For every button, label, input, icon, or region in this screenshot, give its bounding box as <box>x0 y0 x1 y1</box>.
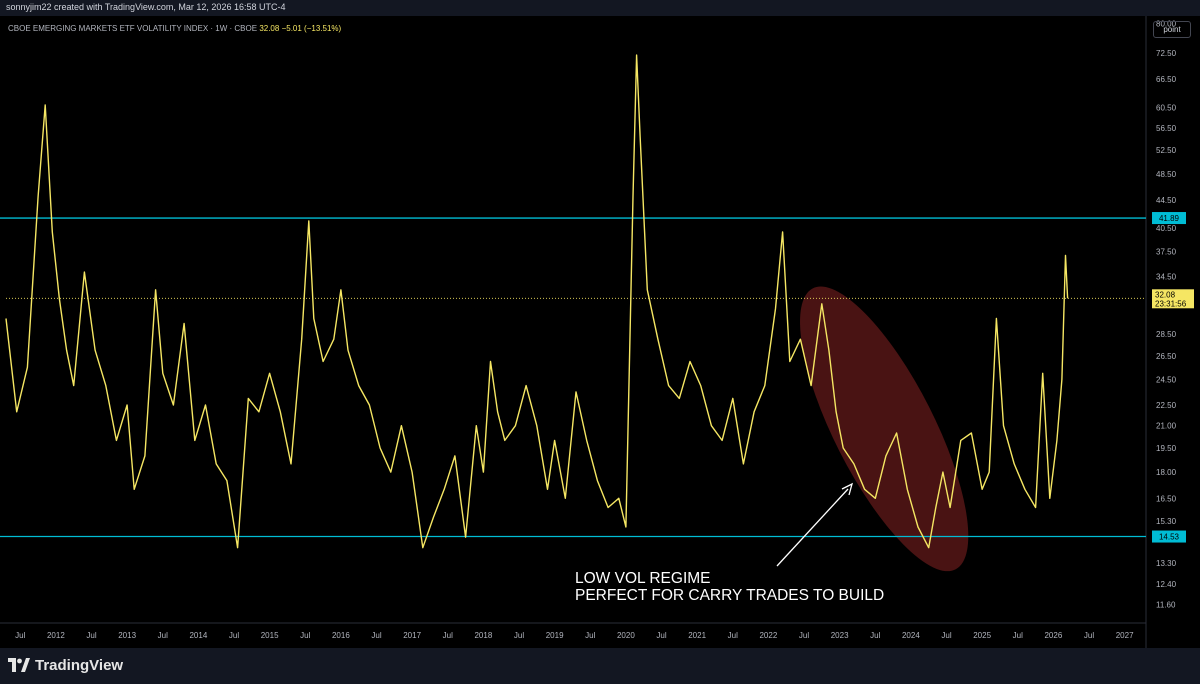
y-axis-tick-label: 28.50 <box>1156 330 1177 339</box>
last-price-tag <box>1152 289 1194 309</box>
y-axis-tick-label: 56.50 <box>1156 124 1177 133</box>
y-axis-tick-label: 13.30 <box>1156 559 1177 568</box>
x-axis-tick-label: Jul <box>870 631 880 640</box>
x-axis-tick-label: 2019 <box>546 631 564 640</box>
bar-countdown-label: 23:31:56 <box>1155 299 1187 308</box>
x-axis-tick-label: Jul <box>300 631 310 640</box>
x-axis-tick-label: Jul <box>656 631 666 640</box>
price-series-line <box>5 54 1069 549</box>
x-axis-tick-label: Jul <box>371 631 381 640</box>
x-axis-tick-label: Jul <box>799 631 809 640</box>
y-axis-tick-label: 72.50 <box>1156 49 1177 58</box>
x-axis-tick-label: Jul <box>728 631 738 640</box>
y-axis-tick-label: 22.50 <box>1156 401 1177 410</box>
tradingview-brand: TradingView <box>35 656 124 674</box>
y-axis-tick-label: 21.00 <box>1156 422 1177 431</box>
y-axis-tick-label: 66.50 <box>1156 75 1177 84</box>
x-axis-tick-label: Jul <box>86 631 96 640</box>
y-axis-tick-label: 18.00 <box>1156 468 1177 477</box>
scale-mode-button[interactable]: point <box>1153 21 1191 38</box>
x-axis-tick-label: Jul <box>585 631 595 640</box>
price-chart[interactable]: 80.00 72.50 66.50 60.50 56.50 52.50 48.50 44.50… <box>0 16 1200 648</box>
y-axis-tick-label: 24.50 <box>1156 375 1177 384</box>
x-axis-tick-label: 2013 <box>118 631 136 640</box>
last-price-label: 32.08 <box>1155 290 1176 299</box>
x-axis-tick-label: 2020 <box>617 631 635 640</box>
hline-price-tag <box>1152 530 1186 543</box>
chart-annotation: LOW VOL REGIME PERFECT FOR CARRY TRADES … <box>575 570 884 604</box>
annotation-arrow-line <box>776 488 849 567</box>
x-axis-tick-label: 2012 <box>47 631 65 640</box>
x-axis-tick-label: Jul <box>1084 631 1094 640</box>
y-axis-tick-label: 37.50 <box>1156 247 1177 256</box>
x-axis-tick-label: 2016 <box>332 631 350 640</box>
x-axis-tick-label: Jul <box>443 631 453 640</box>
y-axis-tick-label: 16.50 <box>1156 494 1177 503</box>
x-axis-tick-label: 2027 <box>1116 631 1134 640</box>
y-axis-tick-label: 80.00 <box>1156 19 1177 28</box>
chart-legend: CBOE EMERGING MARKETS ETF VOLATILITY IND… <box>8 24 341 33</box>
x-axis-tick-label: 2022 <box>759 631 777 640</box>
x-axis-tick-label: Jul <box>229 631 239 640</box>
y-axis-tick-label: 12.40 <box>1156 580 1177 589</box>
x-axis-tick-label: 2026 <box>1044 631 1062 640</box>
author-credit: sonnyjim22 created with TradingView.com,… <box>6 2 286 12</box>
footer-bar <box>0 648 1200 684</box>
hline-price-label: 14.53 <box>1159 533 1180 542</box>
low-vol-ellipse <box>800 286 969 572</box>
y-axis-tick-label: 26.50 <box>1156 352 1177 361</box>
y-axis-tick-label: 40.50 <box>1156 224 1177 233</box>
x-axis-tick-label: 2023 <box>831 631 849 640</box>
legend-change: −5.01 (−13.51%) <box>281 24 342 33</box>
x-axis-tick-label: Jul <box>15 631 25 640</box>
y-axis-tick-label: 11.60 <box>1156 600 1176 609</box>
x-axis-tick-label: Jul <box>158 631 168 640</box>
tradingview-logo-icon <box>8 658 30 672</box>
annotation-arrow-head <box>841 482 854 496</box>
y-axis-tick-label: 52.50 <box>1156 146 1177 155</box>
y-axis-tick-label: 15.30 <box>1156 517 1177 526</box>
x-axis-tick-label: 2018 <box>474 631 492 640</box>
hline-price-label: 41.89 <box>1159 214 1180 223</box>
hline-price-tag <box>1152 212 1186 225</box>
tradingview-logo[interactable]: TradingView <box>8 656 123 674</box>
top-bar <box>0 0 1200 16</box>
legend-title: CBOE EMERGING MARKETS ETF VOLATILITY IND… <box>8 24 258 33</box>
y-axis-tick-label: 48.50 <box>1156 170 1177 179</box>
x-axis-tick-label: 2024 <box>902 631 920 640</box>
y-axis-tick-label: 34.50 <box>1156 272 1177 281</box>
y-axis-tick-label: 19.50 <box>1156 444 1177 453</box>
legend-last-value: 32.08 <box>259 24 280 33</box>
annotation-line-1: LOW VOL REGIME <box>575 570 711 587</box>
x-axis-tick-label: 2025 <box>973 631 991 640</box>
annotation-line-2: PERFECT FOR CARRY TRADES TO BUILD <box>575 587 885 604</box>
y-axis-tick-label: 60.50 <box>1156 103 1177 112</box>
x-axis-tick-label: 2014 <box>189 631 207 640</box>
x-axis-tick-label: Jul <box>941 631 951 640</box>
x-axis-tick-label: Jul <box>514 631 524 640</box>
x-axis-tick-label: Jul <box>1013 631 1023 640</box>
x-axis-tick-label: 2017 <box>403 631 421 640</box>
x-axis-tick-label: 2015 <box>261 631 279 640</box>
y-axis-tick-label: 44.50 <box>1156 196 1177 205</box>
x-axis-tick-label: 2021 <box>688 631 706 640</box>
